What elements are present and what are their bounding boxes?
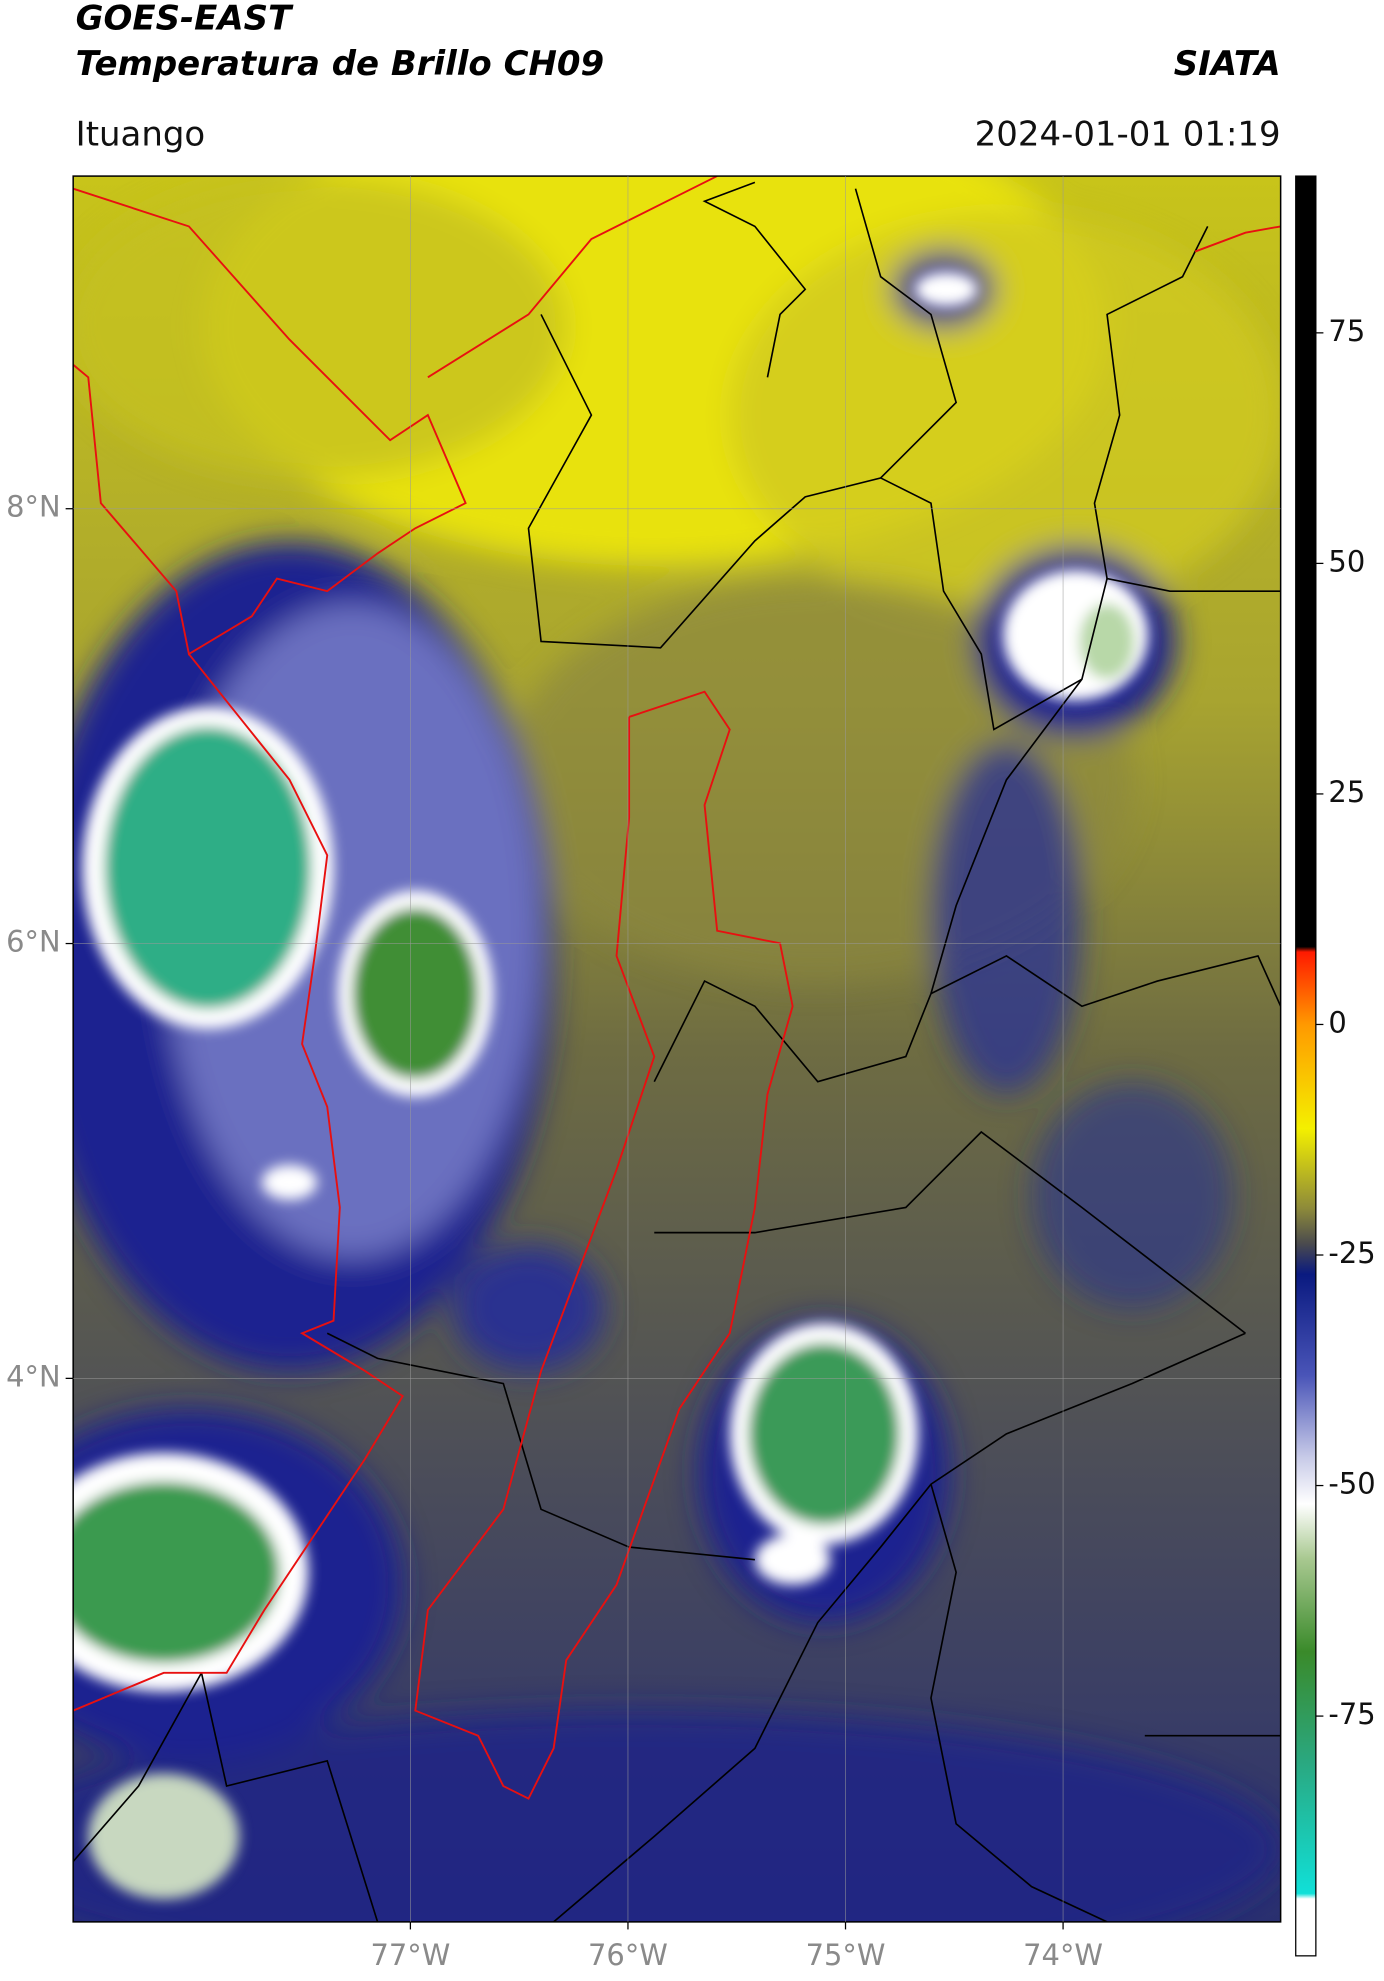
colorbar-label: 0	[1328, 1005, 1346, 1039]
satellite-image	[73, 176, 1281, 1922]
x-tick-label: 75°W	[806, 1938, 886, 1972]
x-tick-label: 77°W	[370, 1938, 450, 1972]
subtitle: Temperatura de Brillo CH09	[76, 44, 604, 84]
grid	[73, 176, 1281, 1922]
location: Ituango	[76, 114, 206, 154]
colorbar-label: 50	[1328, 544, 1365, 578]
coastline	[73, 176, 1281, 1800]
y-tick-label: 8°N	[6, 490, 60, 524]
x-tick-label: 76°W	[588, 1938, 668, 1972]
x-tick-label: 74°W	[1023, 1938, 1103, 1972]
colorbar-label: -25	[1328, 1236, 1375, 1270]
axes: 77°W 76°W 75°W 74°W 8°N 6°N 4°N 75 50 25 0 -25 -50 -7…	[6, 314, 1376, 1972]
y-tick-label: 6°N	[6, 925, 60, 959]
colorbar-label: 75	[1328, 314, 1365, 348]
colorbar-label: 25	[1328, 775, 1365, 809]
colorbar	[1295, 175, 1317, 1957]
colorbar-label: -50	[1328, 1467, 1375, 1501]
title: GOES-EAST	[76, 0, 294, 39]
datetime: 2024-01-01 01:19	[975, 114, 1281, 154]
y-tick-label: 4°N	[6, 1359, 60, 1393]
map-frame	[72, 175, 1282, 1923]
colorbar-label: -75	[1328, 1697, 1375, 1731]
source: SIATA	[1174, 44, 1281, 84]
borders	[73, 181, 1281, 1922]
